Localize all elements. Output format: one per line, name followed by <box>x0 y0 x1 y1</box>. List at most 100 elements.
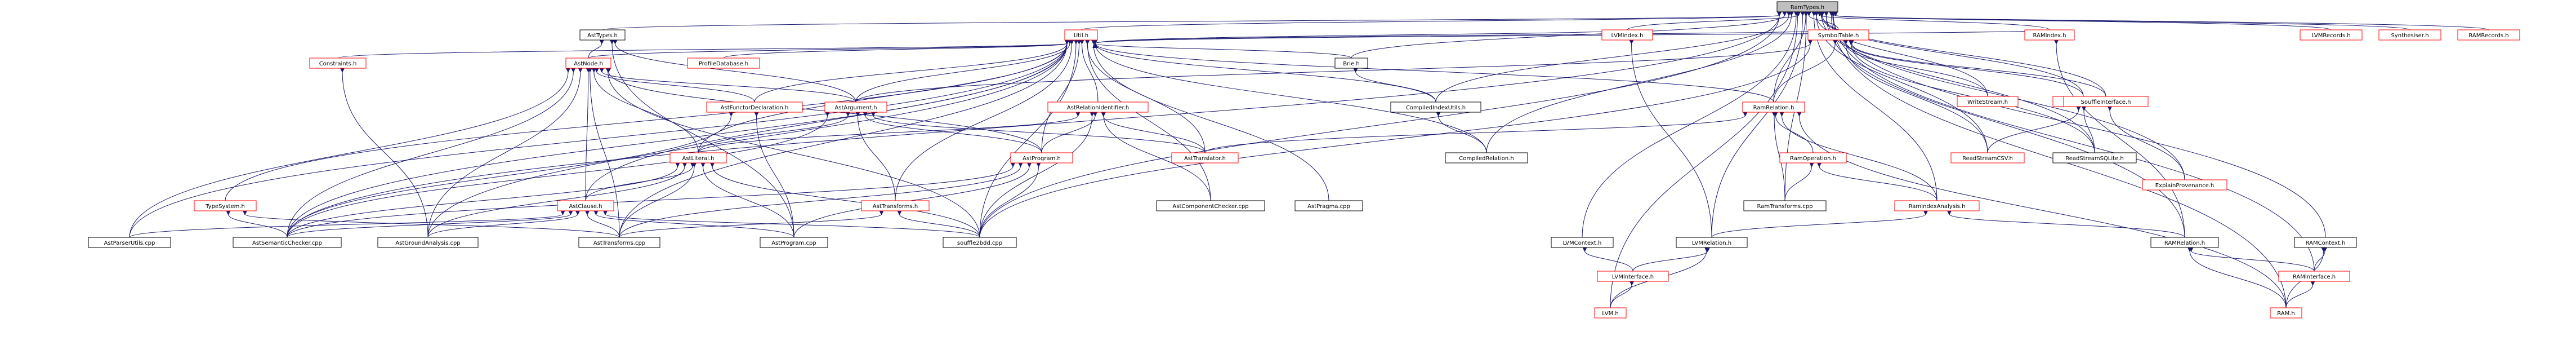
node-label: AstArgument.h <box>834 105 877 111</box>
node-astparserutils[interactable]: AstParserUtils.cpp <box>88 237 171 248</box>
edge-constraints-to-astgroundanalysis <box>342 72 428 238</box>
node-lvmrecords[interactable]: LVMRecords.h <box>2300 29 2363 41</box>
node-lvmrelation[interactable]: LVMRelation.h <box>1676 237 1748 248</box>
node-lvmcontext[interactable]: LVMContext.h <box>1551 237 1614 248</box>
node-label: SymbolTable.h <box>1818 33 1859 39</box>
edge-utilh-to-typesystem <box>225 43 1067 201</box>
node-astargument[interactable]: AstArgument.h <box>824 101 887 113</box>
node-astgroundanalysis[interactable]: AstGroundAnalysis.cpp <box>377 237 479 248</box>
edge-ramtypes-to-utilh <box>1081 15 1779 30</box>
edge-astargument-to-astliteral <box>698 116 848 153</box>
node-readstreamsqlite[interactable]: ReadStreamSQLite.h <box>2052 152 2137 163</box>
edge-utilh-to-lvmindex <box>1095 29 1628 43</box>
edge-astliteral-to-asttransformscpp <box>619 166 694 238</box>
edge-brieh-to-compiledindexutils <box>1356 72 1436 103</box>
node-astsemanticchecker[interactable]: AstSemanticChecker.cpp <box>233 237 342 248</box>
edge-ramtypes-to-souffleinterface <box>1823 15 2106 97</box>
node-box <box>824 101 887 113</box>
edge-astclause-to-souffle2bdd <box>605 214 980 238</box>
node-label: LVMContext.h <box>1563 240 1602 246</box>
edge-layer <box>129 15 2489 308</box>
node-utilh[interactable]: Util.h <box>1064 29 1098 41</box>
node-ramrecords[interactable]: RAMRecords.h <box>2457 29 2520 41</box>
node-astclause[interactable]: AstClause.h <box>557 200 614 211</box>
node-synthesiser[interactable]: Synthesiser.h <box>2378 29 2441 41</box>
edge-astprogram-to-souffle2bdd <box>979 166 1039 238</box>
node-constraints[interactable]: Constraints.h <box>309 58 367 69</box>
edge-astprogram-to-asttransformscpp <box>619 166 1021 238</box>
node-label: AstTransforms.h <box>873 204 918 210</box>
node-label: TypeSystem.h <box>205 204 245 210</box>
node-astfunctordecl[interactable]: AstFunctorDeclaration.h <box>706 101 803 113</box>
node-souffle2bdd[interactable]: souffle2bdd.cpp <box>943 237 1017 248</box>
node-box <box>2150 237 2219 248</box>
node-writestream[interactable]: WriteStream.h <box>1957 96 2019 107</box>
edge-ramtypes-to-synthesiser <box>1836 15 2410 30</box>
node-profiledb[interactable]: ProfileDatabase.h <box>687 58 760 69</box>
node-asttypes[interactable]: AstTypes.h <box>579 29 626 41</box>
node-box <box>861 200 930 211</box>
edge-utilh-to-astargument <box>855 43 1070 103</box>
node-asttransformscpp[interactable]: AstTransforms.cpp <box>578 237 660 248</box>
node-label: AstSemanticChecker.cpp <box>252 240 322 246</box>
edge-ramoperation-to-ramindexanalysis <box>1819 166 1937 201</box>
node-box <box>1334 58 1368 69</box>
node-label: Util.h <box>1074 33 1088 39</box>
node-lvminterface[interactable]: LVMInterface.h <box>1597 271 1669 282</box>
edge-utilh-to-ramindex <box>1095 29 2050 43</box>
edge-astnode-to-astparserutils <box>129 72 568 238</box>
node-souffleinterface[interactable]: SouffleInterface.h <box>2063 96 2149 107</box>
node-box <box>687 58 760 69</box>
node-compiledrelation[interactable]: CompiledRelation.h <box>1445 152 1528 163</box>
node-explainprovenance[interactable]: ExplainProvenance.h <box>2142 179 2227 191</box>
edge-astprogram-to-astsemanticchecker <box>287 166 1013 238</box>
node-astprogram[interactable]: AstProgram.h <box>1010 152 1073 163</box>
node-box <box>1957 96 2019 107</box>
node-astpragma[interactable]: AstPragma.cpp <box>1294 200 1363 211</box>
edge-utilh-to-astparserutils <box>129 43 1067 238</box>
edge-symboltable-to-writestream <box>1846 43 1988 97</box>
node-astliteral[interactable]: AstLiteral.h <box>669 152 727 163</box>
node-ramindexanalysis[interactable]: RamIndexAnalysis.h <box>1894 200 1980 211</box>
node-astrelationid[interactable]: AstRelationIdentifier.h <box>1047 101 1149 113</box>
node-symboltable[interactable]: SymbolTable.h <box>1807 29 1869 41</box>
node-astcomponentchecker[interactable]: AstComponentChecker.cpp <box>1156 200 1265 211</box>
node-brieh[interactable]: Brie.h <box>1334 58 1368 69</box>
edge-lvmindex-to-lvmrelation <box>1632 43 1712 238</box>
edge-ramrelation-to-ramh <box>1800 116 2287 308</box>
edge-astrelationid-to-astprogram <box>1041 116 1095 153</box>
node-box <box>706 101 803 113</box>
node-box <box>1551 237 1614 248</box>
node-label: SouffleInterface.h <box>2081 99 2131 105</box>
node-ramindex[interactable]: RAMIndex.h <box>2024 29 2075 41</box>
node-ramrelation[interactable]: RamRelation.h <box>1742 101 1805 113</box>
node-ramrelationh[interactable]: RAMRelation.h <box>2150 237 2219 248</box>
node-raminterface[interactable]: RAMInterface.h <box>2278 271 2350 282</box>
node-asttranslator[interactable]: AstTranslator.h <box>1171 152 1239 163</box>
node-box <box>2270 307 2302 319</box>
node-typesystem[interactable]: TypeSystem.h <box>194 200 257 211</box>
node-ramcontext[interactable]: RAMContext.h <box>2294 237 2357 248</box>
node-ramoperation[interactable]: RamOperation.h <box>1779 152 1847 163</box>
node-box <box>1047 101 1149 113</box>
node-lvmindex[interactable]: LVMIndex.h <box>1601 29 1653 41</box>
edge-ramtypes-to-raminterface <box>1833 15 2315 272</box>
node-astnode[interactable]: AstNode.h <box>565 58 611 69</box>
node-astprogramcpp[interactable]: AstProgram.cpp <box>760 237 828 248</box>
node-ramtransforms[interactable]: RamTransforms.cpp <box>1743 200 1827 211</box>
edge-ramtypes-to-writestream <box>1816 15 1988 97</box>
node-compiledindexutils[interactable]: CompiledIndexUtils.h <box>1390 101 1481 113</box>
edge-astclause-to-astgroundanalysis <box>427 214 578 238</box>
node-label: ProfileDatabase.h <box>699 61 748 67</box>
edge-utilh-to-astfunctordecl <box>754 43 1067 103</box>
edge-astclause-to-astprogramcpp <box>596 214 794 238</box>
node-box <box>2294 237 2357 248</box>
node-lvmh[interactable]: LVM.h <box>1594 307 1627 319</box>
node-ramh[interactable]: RAM.h <box>2270 307 2302 319</box>
node-label: RAMContext.h <box>2306 240 2346 246</box>
edge-astrelationid-to-astliteral <box>698 116 1078 153</box>
node-asttransforms[interactable]: AstTransforms.h <box>861 200 930 211</box>
node-readstreamcsv[interactable]: ReadStreamCSV.h <box>1950 152 2025 163</box>
edge-astargument-to-astsemanticchecker <box>287 116 828 238</box>
edge-astnode-to-astsemanticchecker <box>287 72 573 238</box>
